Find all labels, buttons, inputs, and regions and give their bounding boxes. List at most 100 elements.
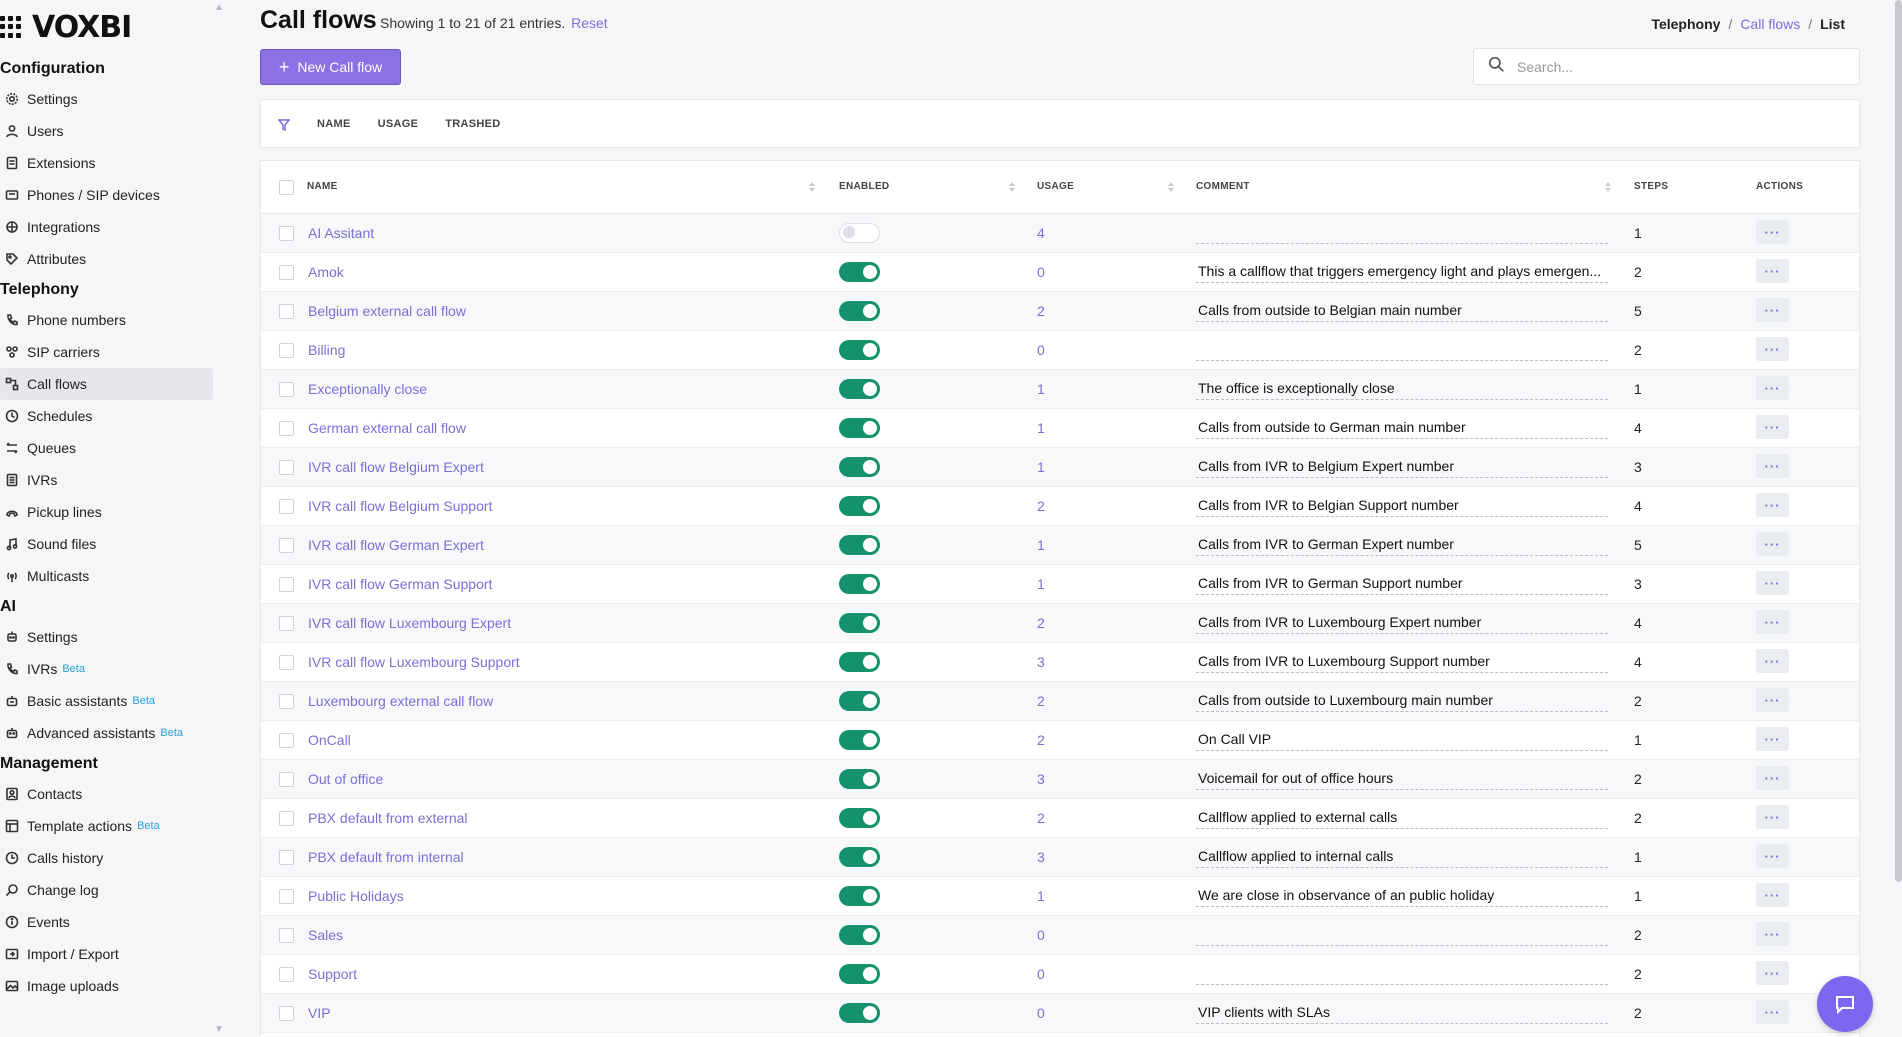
row-checkbox[interactable] xyxy=(279,616,294,631)
enabled-toggle[interactable] xyxy=(839,574,880,594)
comment-field[interactable]: VIP clients with SLAs xyxy=(1196,1000,1608,1024)
call-flow-name-link[interactable]: OnCall xyxy=(308,732,351,748)
enabled-toggle[interactable] xyxy=(839,223,880,243)
sidebar-item-change-log[interactable]: Change log xyxy=(0,874,213,906)
sidebar-item-call-flows[interactable]: Call flows xyxy=(0,368,213,400)
row-actions-button[interactable]: ··· xyxy=(1756,532,1789,556)
enabled-toggle[interactable] xyxy=(839,262,880,282)
comment-field[interactable]: Callflow applied to internal calls xyxy=(1196,844,1608,868)
enabled-toggle[interactable] xyxy=(839,496,880,516)
row-actions-button[interactable]: ··· xyxy=(1756,766,1789,790)
comment-field[interactable]: Calls from outside to German main number xyxy=(1196,415,1608,439)
comment-field[interactable]: Callflow applied to external calls xyxy=(1196,805,1608,829)
sort-usage-icon[interactable] xyxy=(1166,178,1175,196)
row-checkbox[interactable] xyxy=(279,850,294,865)
row-actions-button[interactable]: ··· xyxy=(1756,376,1789,400)
row-actions-button[interactable]: ··· xyxy=(1756,337,1789,361)
usage-count-link[interactable]: 1 xyxy=(1037,459,1045,475)
comment-field[interactable] xyxy=(1196,337,1608,361)
call-flow-name-link[interactable]: IVR call flow Luxembourg Expert xyxy=(308,615,512,631)
sidebar-scroll-up-icon[interactable]: ▲ xyxy=(214,2,222,13)
row-actions-button[interactable]: ··· xyxy=(1756,883,1789,907)
filter-tab-usage[interactable]: USAGE xyxy=(377,117,419,130)
comment-field[interactable]: This a callflow that triggers emergency … xyxy=(1196,259,1608,283)
sidebar-item-pickup-lines[interactable]: Pickup lines xyxy=(0,496,213,528)
row-actions-button[interactable]: ··· xyxy=(1756,298,1789,322)
enabled-toggle[interactable] xyxy=(839,1003,880,1023)
row-checkbox[interactable] xyxy=(279,460,294,475)
filter-tab-trashed[interactable]: TRASHED xyxy=(445,117,501,130)
enabled-toggle[interactable] xyxy=(839,652,880,672)
sidebar-item-attributes[interactable]: Attributes xyxy=(0,243,213,275)
enabled-toggle[interactable] xyxy=(839,457,880,477)
comment-field[interactable]: The office is exceptionally close xyxy=(1196,376,1608,400)
sidebar-item-sip-carriers[interactable]: SIP carriers xyxy=(0,336,213,368)
row-checkbox[interactable] xyxy=(279,421,294,436)
row-checkbox[interactable] xyxy=(279,694,294,709)
comment-field[interactable]: Calls from IVR to Belgium Expert number xyxy=(1196,454,1608,478)
sidebar-item-settings[interactable]: Settings xyxy=(0,83,213,115)
call-flow-name-link[interactable]: Exceptionally close xyxy=(308,381,428,397)
call-flow-name-link[interactable]: Public Holidays xyxy=(308,888,404,904)
row-checkbox[interactable] xyxy=(279,499,294,514)
usage-count-link[interactable]: 2 xyxy=(1037,810,1045,826)
row-checkbox[interactable] xyxy=(279,265,294,280)
enabled-toggle[interactable] xyxy=(839,925,880,945)
call-flow-name-link[interactable]: Support xyxy=(308,966,358,982)
row-actions-button[interactable]: ··· xyxy=(1756,649,1789,673)
row-actions-button[interactable]: ··· xyxy=(1756,220,1789,244)
comment-field[interactable]: Calls from outside to Belgian main numbe… xyxy=(1196,298,1608,322)
sidebar-item-ivrs[interactable]: IVRs Beta xyxy=(0,653,213,685)
enabled-toggle[interactable] xyxy=(839,886,880,906)
comment-field[interactable]: On Call VIP xyxy=(1196,727,1608,751)
comment-field[interactable]: Voicemail for out of office hours xyxy=(1196,766,1608,790)
call-flow-name-link[interactable]: PBX default from external xyxy=(308,810,468,826)
row-checkbox[interactable] xyxy=(279,1006,294,1021)
row-actions-button[interactable]: ··· xyxy=(1756,727,1789,751)
usage-count-link[interactable]: 1 xyxy=(1037,420,1045,436)
usage-count-link[interactable]: 3 xyxy=(1037,654,1045,670)
call-flow-name-link[interactable]: IVR call flow German Expert xyxy=(308,537,484,553)
sidebar-item-ivrs[interactable]: IVRs xyxy=(0,464,213,496)
sidebar-scroll-down-icon[interactable]: ▼ xyxy=(214,1024,222,1035)
sidebar-item-queues[interactable]: Queues xyxy=(0,432,213,464)
sidebar-item-contacts[interactable]: Contacts xyxy=(0,778,213,810)
breadcrumb-call-flows-link[interactable]: Call flows xyxy=(1740,16,1801,32)
call-flow-name-link[interactable]: Sales xyxy=(308,927,344,943)
enabled-toggle[interactable] xyxy=(839,418,880,438)
row-checkbox[interactable] xyxy=(279,655,294,670)
enabled-toggle[interactable] xyxy=(839,769,880,789)
row-actions-button[interactable]: ··· xyxy=(1756,805,1789,829)
comment-field[interactable]: Calls from IVR to Belgian Support number xyxy=(1196,493,1608,517)
row-checkbox[interactable] xyxy=(279,343,294,358)
usage-count-link[interactable]: 2 xyxy=(1037,693,1045,709)
enabled-toggle[interactable] xyxy=(839,808,880,828)
chat-button[interactable] xyxy=(1817,976,1873,1032)
enabled-toggle[interactable] xyxy=(839,691,880,711)
sidebar-item-extensions[interactable]: Extensions xyxy=(0,147,213,179)
comment-field[interactable]: We are close in observance of an public … xyxy=(1196,883,1608,907)
row-checkbox[interactable] xyxy=(279,772,294,787)
call-flow-name-link[interactable]: IVR call flow German Support xyxy=(308,576,493,592)
call-flow-name-link[interactable]: PBX default from internal xyxy=(308,849,464,865)
usage-count-link[interactable]: 1 xyxy=(1037,537,1045,553)
sidebar-item-events[interactable]: Events xyxy=(0,906,213,938)
sidebar-item-integrations[interactable]: Integrations xyxy=(0,211,213,243)
row-actions-button[interactable]: ··· xyxy=(1756,922,1789,946)
sidebar-item-users[interactable]: Users xyxy=(0,115,213,147)
sidebar-item-phone-numbers[interactable]: Phone numbers xyxy=(0,304,213,336)
usage-count-link[interactable]: 0 xyxy=(1037,1005,1045,1021)
call-flow-name-link[interactable]: IVR call flow Belgium Support xyxy=(308,498,493,514)
sidebar-item-phones-sip-devices[interactable]: Phones / SIP devices xyxy=(0,179,213,211)
row-actions-button[interactable]: ··· xyxy=(1756,610,1789,634)
row-actions-button[interactable]: ··· xyxy=(1756,844,1789,868)
enabled-toggle[interactable] xyxy=(839,613,880,633)
usage-count-link[interactable]: 0 xyxy=(1037,966,1045,982)
filter-tab-name[interactable]: NAME xyxy=(317,117,351,130)
enabled-toggle[interactable] xyxy=(839,964,880,984)
row-actions-button[interactable]: ··· xyxy=(1756,454,1789,478)
usage-count-link[interactable]: 1 xyxy=(1037,888,1045,904)
sort-comment-icon[interactable] xyxy=(1603,178,1612,196)
row-checkbox[interactable] xyxy=(279,538,294,553)
comment-field[interactable]: Calls from IVR to German Expert number xyxy=(1196,532,1608,556)
